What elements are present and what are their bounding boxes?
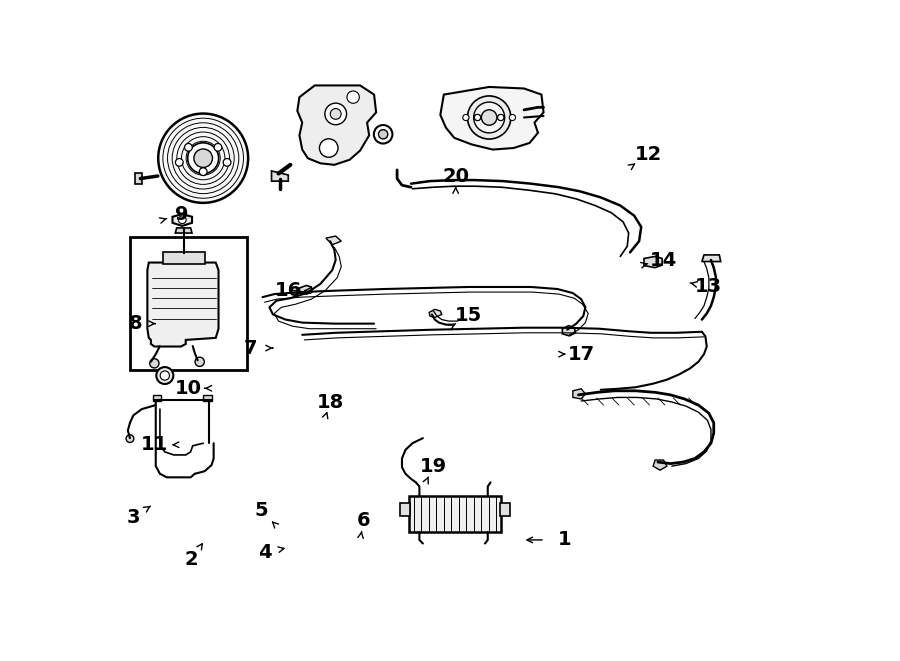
- Bar: [409, 496, 501, 532]
- Circle shape: [374, 125, 392, 143]
- Circle shape: [199, 168, 207, 176]
- Circle shape: [126, 435, 134, 442]
- Text: 15: 15: [454, 307, 482, 325]
- Circle shape: [463, 114, 469, 120]
- Circle shape: [160, 371, 169, 380]
- Text: 12: 12: [634, 145, 662, 164]
- Text: 9: 9: [176, 205, 189, 223]
- Text: 13: 13: [696, 278, 723, 297]
- Polygon shape: [326, 236, 341, 245]
- Text: 11: 11: [140, 435, 168, 454]
- Circle shape: [157, 367, 174, 384]
- Circle shape: [176, 159, 184, 166]
- Circle shape: [498, 114, 504, 120]
- Circle shape: [149, 359, 159, 368]
- Polygon shape: [163, 253, 204, 264]
- Circle shape: [509, 114, 516, 120]
- Circle shape: [474, 114, 481, 120]
- Polygon shape: [429, 309, 442, 317]
- Circle shape: [473, 102, 505, 133]
- Text: 8: 8: [129, 314, 142, 333]
- Circle shape: [184, 143, 193, 151]
- Circle shape: [325, 103, 346, 125]
- Bar: [500, 503, 510, 516]
- Polygon shape: [297, 85, 376, 165]
- Circle shape: [195, 357, 204, 366]
- Text: 1: 1: [558, 530, 572, 549]
- Polygon shape: [440, 87, 544, 149]
- Circle shape: [346, 91, 359, 103]
- Polygon shape: [176, 228, 192, 233]
- Polygon shape: [148, 262, 219, 346]
- Polygon shape: [272, 171, 288, 181]
- Circle shape: [498, 114, 504, 120]
- Circle shape: [379, 130, 388, 139]
- Circle shape: [482, 110, 497, 125]
- Text: 17: 17: [568, 344, 595, 364]
- Circle shape: [178, 216, 186, 223]
- Polygon shape: [173, 214, 192, 226]
- Polygon shape: [702, 255, 721, 262]
- Bar: [400, 503, 410, 516]
- Circle shape: [214, 143, 221, 151]
- Circle shape: [320, 139, 338, 157]
- Circle shape: [223, 159, 231, 166]
- Polygon shape: [135, 173, 142, 184]
- Circle shape: [467, 96, 511, 139]
- Bar: [203, 395, 212, 401]
- Bar: [130, 237, 248, 370]
- Polygon shape: [653, 460, 667, 470]
- Polygon shape: [300, 286, 312, 294]
- Circle shape: [194, 149, 212, 167]
- Text: 3: 3: [127, 508, 140, 527]
- Text: 18: 18: [317, 393, 344, 412]
- Text: 10: 10: [175, 379, 202, 398]
- Circle shape: [474, 114, 481, 120]
- Text: 4: 4: [257, 543, 272, 562]
- Polygon shape: [562, 326, 576, 336]
- Text: 5: 5: [255, 502, 268, 520]
- Polygon shape: [644, 256, 662, 268]
- Circle shape: [188, 143, 219, 174]
- Text: 16: 16: [274, 281, 302, 300]
- Text: 2: 2: [184, 551, 198, 569]
- Polygon shape: [573, 389, 585, 399]
- Text: 19: 19: [419, 457, 447, 476]
- Circle shape: [330, 108, 341, 120]
- Text: 14: 14: [650, 251, 677, 270]
- Bar: [153, 395, 161, 401]
- Text: 6: 6: [356, 510, 371, 529]
- Circle shape: [158, 114, 248, 203]
- Text: 20: 20: [442, 167, 469, 186]
- Text: 7: 7: [244, 338, 257, 358]
